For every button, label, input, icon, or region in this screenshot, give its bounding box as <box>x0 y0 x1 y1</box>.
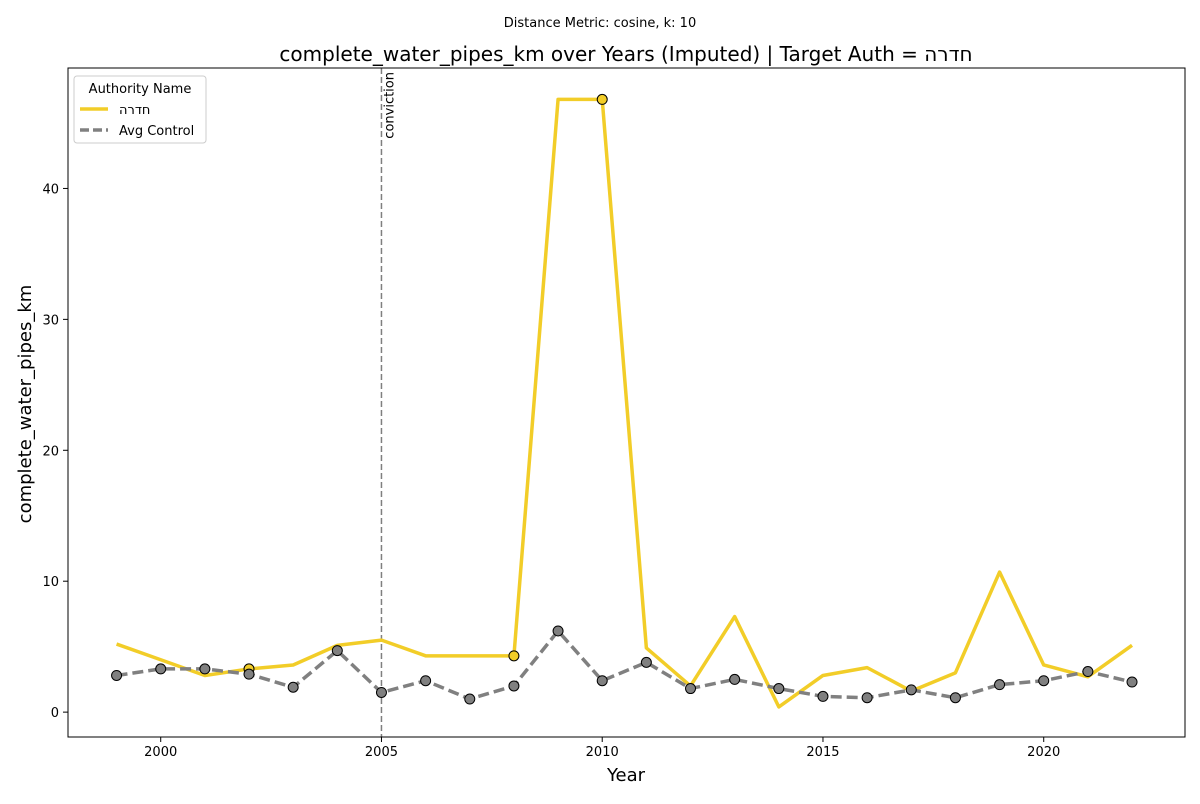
data-point-control <box>199 663 211 675</box>
data-point-target <box>596 93 608 105</box>
data-point-control <box>994 679 1006 691</box>
data-point-control <box>640 656 652 668</box>
data-point-control <box>949 692 961 704</box>
x-tick-label: 2020 <box>1027 745 1060 760</box>
legend-label-target: חדרה <box>119 103 150 118</box>
data-point-control <box>331 645 343 657</box>
legend: Authority Name חדרה Avg Control <box>73 75 207 144</box>
data-point-control <box>861 692 873 704</box>
data-point-control <box>243 668 255 680</box>
legend-title: Authority Name <box>89 82 192 97</box>
y-tick-label: 30 <box>42 313 59 328</box>
x-tick-label: 2015 <box>806 745 839 760</box>
data-point-control <box>287 681 299 693</box>
chart-title: complete_water_pipes_km over Years (Impu… <box>279 42 972 66</box>
x-tick-label: 2000 <box>144 745 177 760</box>
conviction-label: conviction <box>382 72 397 139</box>
data-point-control <box>905 684 917 696</box>
y-tick-label: 20 <box>42 444 59 459</box>
y-tick-label: 0 <box>51 706 59 721</box>
data-point-control <box>1038 675 1050 687</box>
data-point-control <box>773 683 785 695</box>
plot-frame <box>67 67 1186 738</box>
y-tick-label: 10 <box>42 575 59 590</box>
data-point-control <box>155 663 167 675</box>
x-tick-label: 2010 <box>586 745 619 760</box>
data-point-control <box>508 680 520 692</box>
data-point-control <box>685 683 697 695</box>
figure-suptitle: Distance Metric: cosine, k: 10 <box>504 16 696 31</box>
series-line-control <box>116 629 1133 701</box>
x-axis-label: Year <box>606 765 646 786</box>
x-tick-label: 2005 <box>365 745 398 760</box>
data-point-control <box>1126 676 1138 688</box>
data-point-control <box>817 690 829 702</box>
y-tick-label: 40 <box>42 182 59 197</box>
data-point-control <box>552 625 564 637</box>
data-point-control <box>596 675 608 687</box>
legend-label-control: Avg Control <box>119 124 194 139</box>
data-point-control <box>464 693 476 705</box>
y-axis-label: complete_water_pipes_km <box>15 285 36 524</box>
plot-area: conviction 2000 2005 2010 2015 2020 0 10 20 30 40 <box>42 67 1186 760</box>
data-point-control <box>729 673 741 685</box>
data-point-target <box>508 650 520 662</box>
legend-box <box>73 75 207 144</box>
data-point-control <box>111 669 123 681</box>
data-point-control <box>375 686 387 698</box>
data-point-control <box>1082 666 1094 678</box>
series-line-target <box>115 97 1134 709</box>
data-point-control <box>420 675 432 687</box>
